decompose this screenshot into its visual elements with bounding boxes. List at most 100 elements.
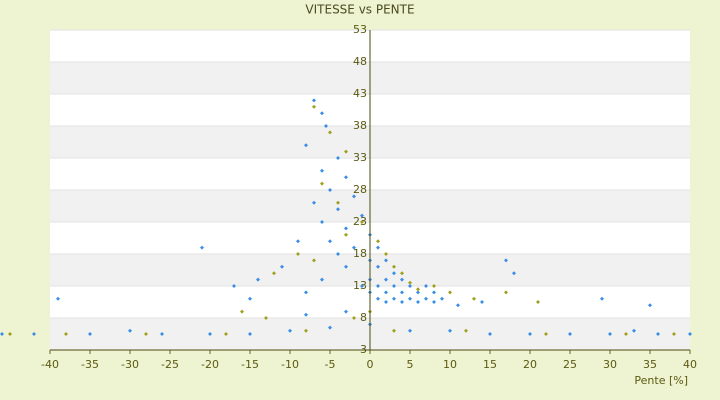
- point: [312, 200, 316, 205]
- point: [328, 188, 332, 192]
- x-tick-label: -10: [281, 358, 299, 371]
- point: [392, 328, 396, 333]
- point: [352, 194, 356, 199]
- point: [408, 284, 412, 288]
- point: [416, 290, 420, 295]
- point: [232, 284, 236, 288]
- point: [352, 316, 356, 320]
- point: [624, 332, 628, 336]
- point: [376, 245, 380, 250]
- point: [160, 332, 164, 336]
- point: [376, 239, 380, 244]
- point: [8, 332, 12, 336]
- point: [64, 332, 68, 336]
- y-tick-label: 43: [353, 87, 367, 100]
- point: [320, 168, 324, 173]
- point: [320, 111, 324, 116]
- x-tick-label: 25: [563, 358, 577, 371]
- point: [400, 271, 404, 276]
- point: [304, 290, 308, 295]
- point: [448, 328, 452, 333]
- point: [408, 328, 412, 333]
- point: [312, 104, 316, 109]
- point: [392, 264, 396, 269]
- point: [256, 277, 260, 282]
- point: [472, 296, 476, 301]
- point: [480, 300, 484, 304]
- x-axis-label: Pente [%]: [634, 374, 688, 387]
- point: [408, 280, 412, 285]
- point: [600, 296, 604, 301]
- x-tick-label: -15: [241, 358, 259, 371]
- point: [336, 252, 340, 256]
- x-tick-label: 10: [443, 358, 457, 371]
- y-tick-label: 18: [353, 247, 367, 260]
- point: [320, 181, 324, 186]
- x-tick-label: 40: [683, 358, 697, 371]
- point: [32, 332, 36, 336]
- point: [360, 220, 364, 224]
- point: [400, 290, 404, 295]
- y-tick-label: 33: [353, 151, 367, 164]
- point: [336, 207, 340, 212]
- x-tick-label: -25: [161, 358, 179, 371]
- point: [648, 303, 652, 308]
- point: [288, 328, 292, 333]
- x-tick-label: 5: [407, 358, 414, 371]
- point: [376, 296, 380, 301]
- point: [392, 271, 396, 276]
- point: [352, 245, 356, 250]
- point: [544, 332, 548, 336]
- point: [328, 130, 332, 135]
- point: [384, 252, 388, 256]
- point: [400, 277, 404, 282]
- point: [320, 220, 324, 224]
- point: [456, 303, 460, 308]
- point: [264, 316, 268, 320]
- x-tick-label: -40: [41, 358, 59, 371]
- point: [504, 290, 508, 295]
- point: [376, 264, 380, 269]
- point: [328, 239, 332, 244]
- point: [344, 175, 348, 180]
- x-tick-label: 15: [483, 358, 497, 371]
- point: [632, 328, 636, 333]
- point: [440, 296, 444, 301]
- point: [656, 332, 660, 336]
- point: [224, 332, 228, 336]
- point: [344, 232, 348, 237]
- y-tick-label: 8: [360, 311, 367, 324]
- point: [416, 300, 420, 304]
- point: [88, 332, 92, 336]
- point: [248, 296, 252, 301]
- point: [512, 271, 516, 276]
- point: [488, 332, 492, 336]
- point: [344, 309, 348, 314]
- point: [336, 200, 340, 205]
- y-tick-label: 23: [353, 215, 367, 228]
- point: [424, 296, 428, 301]
- point: [568, 332, 572, 336]
- point: [304, 312, 308, 317]
- x-tick-label: -30: [121, 358, 139, 371]
- chart-title: VITESSE vs PENTE: [305, 3, 414, 17]
- point: [688, 332, 692, 336]
- point: [320, 277, 324, 282]
- point: [0, 332, 4, 336]
- point: [424, 284, 428, 288]
- y-tick-label: 48: [353, 55, 367, 68]
- point: [392, 296, 396, 301]
- point: [384, 300, 388, 304]
- point: [392, 284, 396, 288]
- point: [280, 264, 284, 269]
- point: [328, 325, 332, 330]
- point: [528, 332, 532, 336]
- point: [344, 264, 348, 269]
- point: [504, 258, 508, 263]
- point: [56, 296, 60, 301]
- point: [464, 328, 468, 333]
- point: [240, 309, 244, 314]
- point: [312, 258, 316, 263]
- point: [384, 258, 388, 263]
